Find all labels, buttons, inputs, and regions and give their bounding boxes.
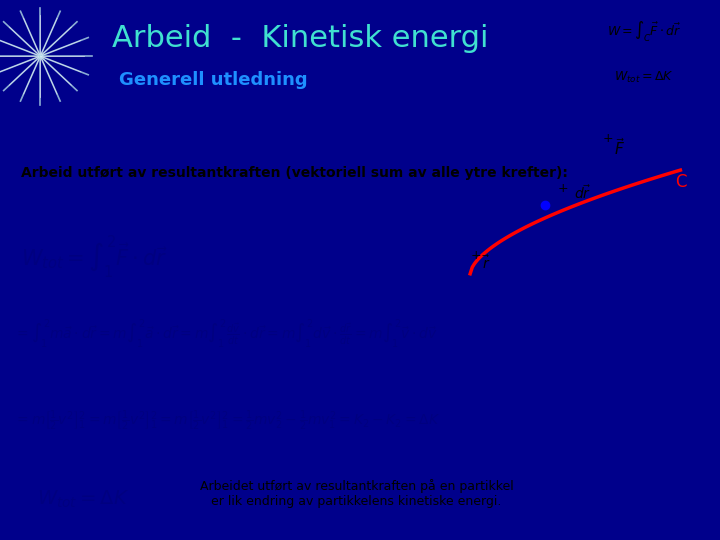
- Text: $\vec{F}$: $\vec{F}$: [614, 137, 625, 158]
- Text: $d\vec{r}$: $d\vec{r}$: [574, 185, 591, 202]
- Text: $= m\left[\frac{1}{2}v^2\right]_1^2 = m\left[\frac{1}{2}v^2\right]_1^2 = m\left[: $= m\left[\frac{1}{2}v^2\right]_1^2 = m\…: [14, 409, 441, 434]
- Text: Arbeid utført av resultantkraften (vektoriell sum av alle ytre krefter):: Arbeid utført av resultantkraften (vekto…: [22, 166, 568, 180]
- Text: $W_{tot} = \Delta K$: $W_{tot} = \Delta K$: [37, 489, 129, 510]
- Text: $= \int_1^2 m\vec{a} \cdot d\vec{r} = m\int_1^2 \vec{a} \cdot d\vec{r} = m\int_1: $= \int_1^2 m\vec{a} \cdot d\vec{r} = m\…: [14, 317, 438, 350]
- Text: +: +: [470, 249, 481, 262]
- Text: Arbeidet utført av resultantkraften på en partikkel
er lik endring av partikkele: Arbeidet utført av resultantkraften på e…: [199, 478, 513, 508]
- Text: $W_{tot} = \int_1^2 \vec{F} \cdot d\vec{r}$: $W_{tot} = \int_1^2 \vec{F} \cdot d\vec{…: [22, 233, 168, 280]
- Text: $W_{tot} = \Delta K$: $W_{tot} = \Delta K$: [614, 70, 675, 85]
- Text: +: +: [558, 181, 569, 195]
- Text: $\vec{r}$: $\vec{r}$: [482, 254, 490, 272]
- Text: Generell utledning: Generell utledning: [119, 71, 307, 89]
- Text: Arbeid  -  Kinetisk energi: Arbeid - Kinetisk energi: [112, 24, 488, 53]
- Text: C: C: [675, 173, 686, 191]
- Text: +: +: [603, 132, 613, 145]
- Text: $W = \int_C \vec{F} \cdot d\vec{r}$: $W = \int_C \vec{F} \cdot d\vec{r}$: [607, 19, 682, 44]
